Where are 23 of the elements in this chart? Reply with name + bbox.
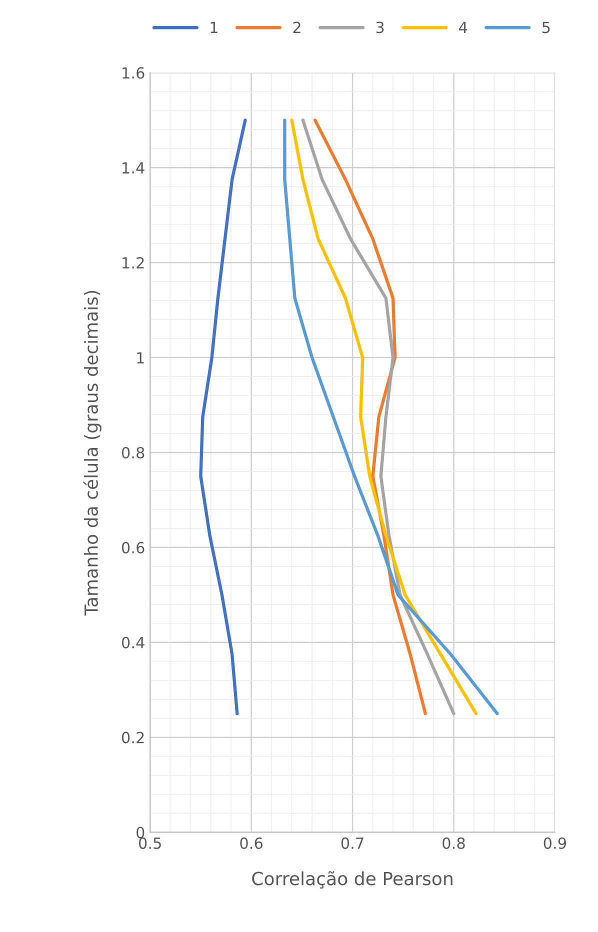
line-series bbox=[199, 118, 247, 716]
y-tick-label: 0 bbox=[136, 826, 144, 838]
legend-label: 2 bbox=[293, 22, 300, 33]
legend-label: 5 bbox=[542, 22, 550, 34]
y-tick-label: 1 bbox=[137, 352, 144, 364]
x-axis-title: Correlação de Pearson bbox=[252, 871, 452, 889]
x-tick-label: 0.9 bbox=[544, 837, 566, 849]
line-series bbox=[301, 118, 456, 716]
y-tick-label: 1.2 bbox=[122, 257, 144, 268]
y-tick-label: 0.8 bbox=[122, 446, 144, 459]
x-tick-label: 0.6 bbox=[240, 837, 262, 849]
y-tick-label: 0.2 bbox=[122, 732, 144, 744]
y-tick-label: 1.4 bbox=[122, 162, 144, 174]
x-tick-label: 0.5 bbox=[138, 837, 161, 849]
y-tick-label: 1.6 bbox=[122, 67, 144, 79]
x-tick-label: 0.7 bbox=[341, 837, 364, 849]
legend-label: 3 bbox=[376, 22, 384, 34]
legend-label: 1 bbox=[210, 22, 218, 33]
y-axis-title: Tamanho da célula (graus decimais) bbox=[83, 290, 102, 616]
y-tick-label: 0.6 bbox=[122, 542, 144, 554]
y-tick-label: 0.4 bbox=[122, 636, 144, 648]
legend-label: 4 bbox=[458, 22, 468, 33]
x-tick-label: 0.8 bbox=[442, 837, 465, 849]
